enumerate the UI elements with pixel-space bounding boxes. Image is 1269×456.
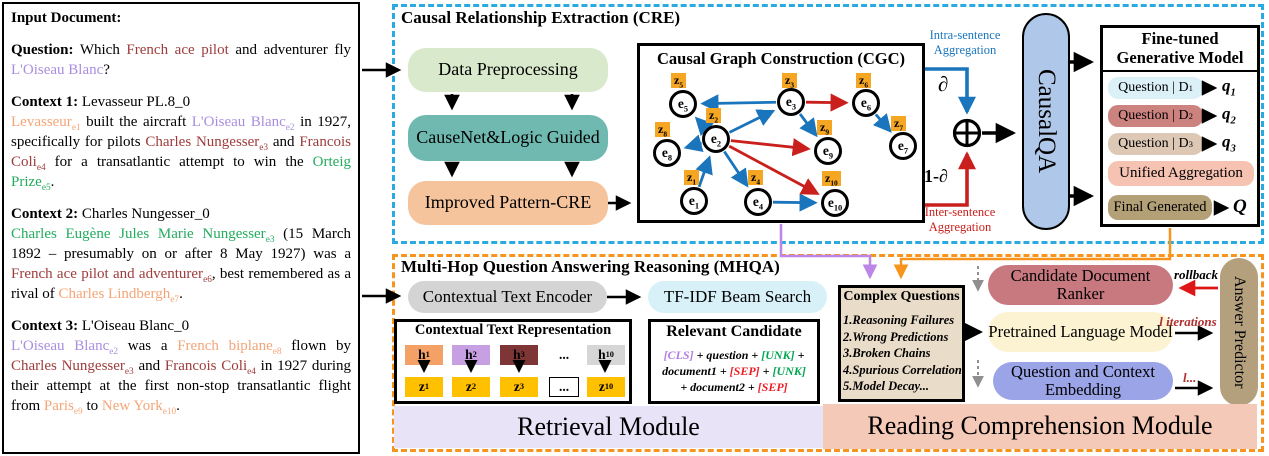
l-dots-label: l... xyxy=(1183,370,1197,385)
graph-zlabel-z5: z5 xyxy=(671,73,687,89)
contextual-text-encoder: Contextual Text Encoder xyxy=(408,281,607,313)
graph-node-e9: e9 xyxy=(814,137,842,165)
graph-zlabel-z4: z4 xyxy=(748,170,764,186)
graph-zlabel-z2: z2 xyxy=(706,108,722,124)
graph-zlabel-z3: z3 xyxy=(782,73,798,89)
contextual-text-representation-title: Contextual Text Representation xyxy=(414,322,612,338)
relevant-candidate-formula: [CLS] + question + [UNK] + document1 + [S… xyxy=(651,347,817,395)
retrieval-module-band: Retrieval Module xyxy=(394,406,823,448)
complex-question-item: 3.Broken Chains xyxy=(843,346,931,360)
graph-zlabel-z8: z8 xyxy=(655,122,671,138)
graph-node-e6: e6 xyxy=(852,89,880,117)
input-document-panel: Input Document: Question: Which French ac… xyxy=(2,2,360,454)
output-q2: q2 xyxy=(1222,104,1236,127)
complex-questions-list: 1.Reasoning Failures 2.Wrong Predictions 3… xyxy=(843,312,963,395)
complex-questions-box xyxy=(838,285,965,402)
output-Q: Q xyxy=(1233,196,1247,217)
answer-predictor-capsule: Answer Predictor xyxy=(1220,258,1258,406)
cgc-title: Causal Graph Construction (CGC) xyxy=(657,49,905,68)
data-preprocessing-step: Data Preprocessing xyxy=(408,48,608,92)
document-paragraph: Input Document: xyxy=(11,10,122,26)
z-cell-10: z 10 xyxy=(587,377,625,397)
alpha-label: ∂ xyxy=(938,72,949,96)
rollback-label: rollback xyxy=(1173,267,1218,282)
graph-zlabel-z6: z6 xyxy=(856,73,872,89)
inter-sentence-aggregation-label: Inter-sentence Aggregation xyxy=(924,205,996,234)
input-document-body: Input Document: Question: Which French ac… xyxy=(11,8,352,417)
causenet-logic-step: CauseNet&Logic Guided xyxy=(408,115,608,161)
mhqa-title: Multi-Hop Question Answering Reasoning (… xyxy=(401,257,780,276)
unified-aggregation-pill: Unified Aggregation xyxy=(1108,161,1254,186)
candidate-formula-line: [CLS] + question + [UNK] + xyxy=(663,348,805,362)
graph-node-e8: e8 xyxy=(653,139,681,167)
causalqa-capsule: CausalQA xyxy=(1022,13,1070,230)
output-q1: q1 xyxy=(1222,76,1236,99)
cre-title: Causal Relationship Extraction (CRE) xyxy=(401,8,681,27)
graph-zlabel-z7: z7 xyxy=(891,116,907,132)
intra-sentence-aggregation-label: Intra-sentence Aggregation xyxy=(929,28,1001,57)
question-context-embedding: Question and Context Embedding xyxy=(993,362,1173,400)
tfidf-beam-search: TF-IDF Beam Search xyxy=(648,281,827,313)
document-paragraph: Context 3: L'Oiseau Blanc_0 L'Oiseau Blan… xyxy=(11,318,352,417)
output-q3: q3 xyxy=(1222,132,1236,155)
complex-question-item: 5.Model Decay... xyxy=(843,379,929,393)
candidate-document-ranker: Candidate Document Ranker xyxy=(988,265,1173,305)
relevant-candidate-title: Relevant Candidate xyxy=(666,323,802,340)
reading-comprehension-band: Reading Comprehension Module xyxy=(823,404,1257,449)
graph-node-e3: e3 xyxy=(777,88,805,116)
one-minus-alpha-label: 1-∂ xyxy=(924,166,948,186)
graph-zlabel-z9: z9 xyxy=(817,120,833,136)
iterations-label: l iterations xyxy=(1159,314,1217,329)
h-row-ellipsis: ... xyxy=(558,347,570,362)
complex-questions-title: Complex Questions xyxy=(843,289,960,304)
graph-node-e7: e7 xyxy=(889,132,917,160)
improved-pattern-cre-step: Improved Pattern-CRE xyxy=(408,181,608,225)
complex-question-item: 2.Wrong Predictions xyxy=(843,329,949,344)
document-paragraph: Context 2: Charles Nungesser_0 Charles Eu… xyxy=(11,206,351,305)
candidate-formula-line: document1 + [SEP] + [UNK] xyxy=(662,364,806,378)
graph-node-e10: e10 xyxy=(821,189,849,217)
graph-zlabel-z1: z1 xyxy=(684,170,700,186)
z-row-ellipsis: ... xyxy=(549,377,579,397)
graph-node-e4: e4 xyxy=(744,188,772,216)
graph-node-e2: e2 xyxy=(702,125,730,153)
final-generated-pill: Final Generated xyxy=(1108,195,1212,220)
h-cell-10: h 10 xyxy=(587,345,625,365)
graph-zlabel-z10: z10 xyxy=(822,171,841,187)
graph-node-e1: e1 xyxy=(680,187,708,215)
graph-node-e5: e5 xyxy=(669,90,697,118)
pretrained-language-model: Pretrained Language Model xyxy=(988,312,1173,352)
document-paragraph: Question: Which French ace pilot and adv… xyxy=(11,42,351,78)
document-paragraph: Context 1: Levasseur PL.8_0 Levasseure1 b… xyxy=(11,94,351,193)
complex-question-item: 4.Spurious Correlation xyxy=(843,362,962,377)
relevant-candidate-box xyxy=(648,319,820,404)
candidate-formula-line: + document2 + [SEP] xyxy=(680,380,788,394)
generative-model-title: Fine-tuned Generative Model xyxy=(1103,29,1257,72)
complex-question-item: 1.Reasoning Failures xyxy=(843,313,955,327)
